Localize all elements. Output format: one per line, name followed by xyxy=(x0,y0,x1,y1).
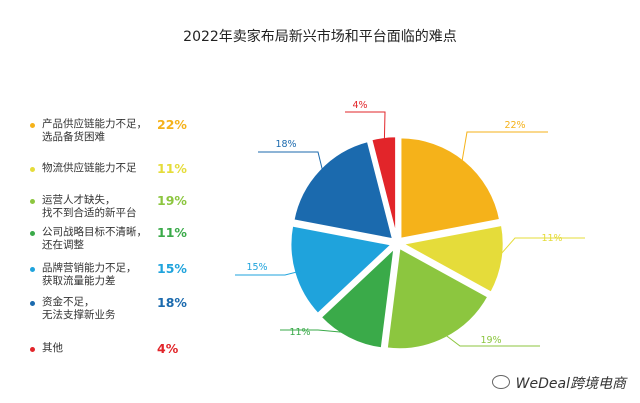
pie-slice-1 xyxy=(398,135,502,241)
pie-slice-2 xyxy=(398,223,506,295)
legend-value: 11% xyxy=(157,225,187,240)
leader-line-1 xyxy=(460,131,548,166)
chart-title: 2022年卖家布局新兴市场和平台面临的难点 xyxy=(183,29,457,45)
legend-label: 其他 xyxy=(42,342,63,354)
data-label-3: 19% xyxy=(480,335,501,346)
leader-line-6 xyxy=(258,151,324,174)
data-label-2: 11% xyxy=(541,233,562,244)
data-label-4: 11% xyxy=(289,327,310,338)
leader-line-7 xyxy=(345,111,386,143)
legend-label: 品牌营销能力不足， 获取流量能力差 xyxy=(42,262,137,287)
legend-marker xyxy=(30,123,35,128)
legend-marker xyxy=(30,267,35,272)
legend-label: 资金不足， 无法支撑新业务 xyxy=(42,296,116,321)
leader-line-2 xyxy=(496,237,585,260)
legend-label: 物流供应链能力不足 xyxy=(42,162,137,174)
legend-value: 11% xyxy=(157,161,187,176)
legend-label: 公司战略目标不清晰， 还在调整 xyxy=(42,226,147,251)
data-label-7: 4% xyxy=(352,100,367,111)
data-label-6: 18% xyxy=(275,139,296,150)
pie-slice-7 xyxy=(369,134,398,239)
watermark: WeDeal跨境电商 xyxy=(491,373,626,393)
leader-line-4 xyxy=(280,329,352,334)
legend-label: 运营人才缺失， 找不到合适的新平台 xyxy=(42,194,137,219)
pie-slice-6 xyxy=(291,139,396,242)
pie-slice-3 xyxy=(385,245,491,351)
pie-slice-4 xyxy=(318,244,397,351)
legend-value: 22% xyxy=(157,117,187,132)
wechat-icon xyxy=(491,375,510,389)
watermark-text: WeDeal跨境电商 xyxy=(515,376,626,392)
leader-line-3 xyxy=(442,332,540,347)
legend-label: 产品供应链能力不足， 选品备货困难 xyxy=(42,118,147,143)
legend-value: 4% xyxy=(157,341,179,356)
legend-value: 18% xyxy=(157,295,187,310)
legend-marker xyxy=(30,347,35,352)
legend-marker xyxy=(30,199,35,204)
legend-value: 19% xyxy=(157,193,187,208)
data-label-5: 15% xyxy=(246,262,267,273)
legend-value: 15% xyxy=(157,261,187,276)
legend-marker xyxy=(30,231,35,236)
legend-marker xyxy=(30,167,35,172)
leader-line-5 xyxy=(235,270,301,276)
data-label-1: 22% xyxy=(504,120,525,131)
legend-marker xyxy=(30,301,35,306)
